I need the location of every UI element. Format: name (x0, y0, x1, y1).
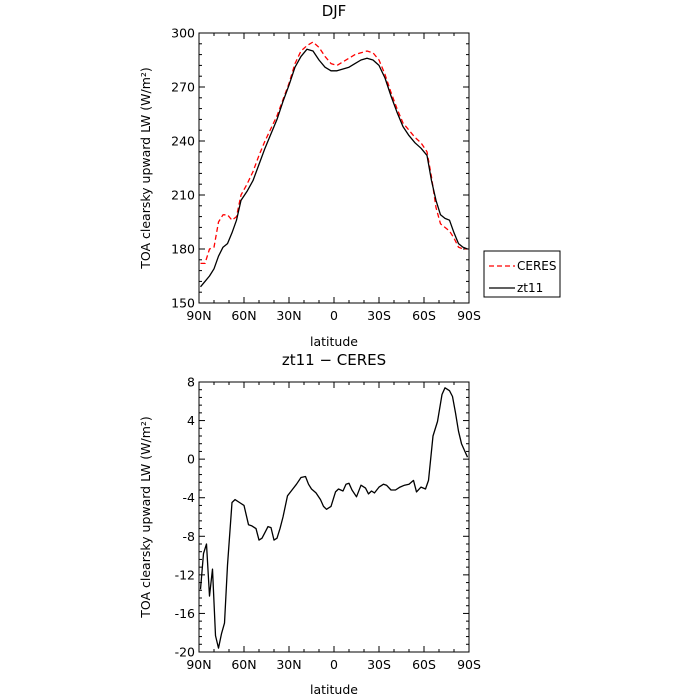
panel-bottom-x-tick-label: 90N (186, 657, 211, 672)
legend-box (483, 250, 561, 298)
panel-bottom-y-tick-label: 0 (187, 452, 195, 467)
panel-bottom-x-tick-label: 30N (276, 657, 301, 672)
panel-bottom-x-tick-labels: 90N 60N 30N 0 30S 60S 90S (186, 657, 481, 672)
panel-bottom-x-tick-label: 30S (367, 657, 391, 672)
legend-ceres-label: CERES (517, 259, 557, 273)
panel-bottom-y-tick-label: 8 (187, 375, 195, 390)
panel-bottom-x-tick-label: 90S (457, 657, 481, 672)
panel-top-y-tick-label: 210 (171, 188, 195, 203)
panel-top-x-tick-label: 60N (231, 308, 256, 323)
panel-bottom-y-tick-label: -4 (183, 490, 196, 505)
legend-zt11-label: zt11 (517, 281, 543, 295)
panel-bottom-x-tick-label: 60S (412, 657, 436, 672)
panel-bottom-y-tick-label: -20 (175, 645, 195, 660)
panel-bottom-y-tick-label: -8 (183, 529, 196, 544)
panel-top-y-tick-label: 180 (171, 242, 195, 257)
panel-top-x-tick-labels: 90N 60N 30N 0 30S 60S 90S (186, 308, 481, 323)
panel-bottom-y-tick-label: 4 (187, 413, 195, 428)
panel-top-x-tick-label: 90N (186, 308, 211, 323)
panel-bottom-y-axis-label: TOA clearsky upward LW (W/m²) (138, 416, 153, 619)
panel-top-x-tick-label: 90S (457, 308, 481, 323)
panel-bottom-title: zt11 − CERES (282, 351, 386, 369)
legend: CERES zt11 (483, 250, 561, 298)
panel-top-title: DJF (322, 2, 347, 20)
panel-top-y-tick-label: 300 (171, 26, 195, 41)
panel-top-y-tick-label: 270 (171, 80, 195, 95)
panel-bottom-x-tick-label: 0 (330, 657, 338, 672)
panel-top-x-axis-label: latitude (310, 334, 358, 349)
panel-bottom-y-tick-labels: -20 -16 -12 -8 -4 0 4 8 (175, 375, 195, 660)
panel-bottom: zt11 − CERES 90N 60N 30N 0 30S 60S 90S -20-16-… (138, 351, 481, 697)
panel-bottom-y-tick-label: -12 (175, 567, 195, 582)
panel-bottom-y-tick-label: -16 (175, 606, 195, 621)
panel-top-series (200, 41, 468, 288)
panel-top-y-tick-labels: 150 180 210 240 270 300 (171, 26, 195, 311)
panel-bottom-x-axis-label: latitude (310, 682, 358, 697)
panel-bottom-frame (198, 381, 470, 653)
panel-top-x-tick-label: 30N (276, 308, 301, 323)
panel-top: DJF 90N 60N 30N 0 30S 60S 90S 150 180 210 240 270 3… (138, 2, 561, 349)
panel-top-y-tick-label: 150 (171, 296, 195, 311)
difference-line (199, 387, 469, 649)
panel-top-x-tick-label: 60S (412, 308, 436, 323)
panel-top-frame (198, 32, 470, 304)
panel-top-y-tick-label: 240 (171, 134, 195, 149)
ceres-line (200, 41, 468, 265)
panel-top-x-tick-label: 30S (367, 308, 391, 323)
panel-bottom-series (199, 387, 469, 649)
panel-top-x-tick-label: 0 (330, 308, 338, 323)
panel-bottom-x-tick-label: 60N (231, 657, 256, 672)
panel-top-y-axis-label: TOA clearsky upward LW (W/m²) (138, 67, 153, 270)
zt11-line (200, 48, 468, 288)
